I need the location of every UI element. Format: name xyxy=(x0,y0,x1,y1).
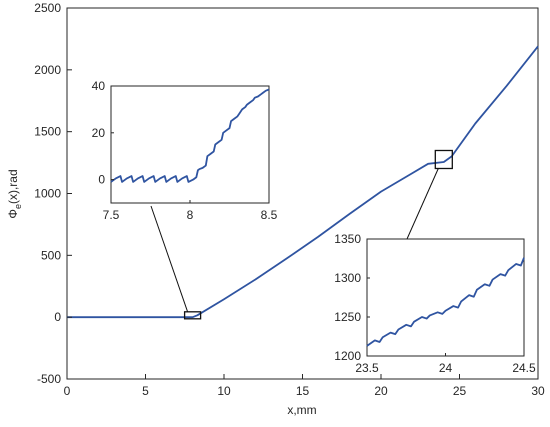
inset-2-y-ticks: 1200 1250 1300 1350 xyxy=(334,232,370,363)
inset-1-x-ticks: 7.5 8 8.5 xyxy=(103,200,278,222)
zoom-box-group xyxy=(183,149,453,320)
inset2-y-tick-label: 1250 xyxy=(334,310,361,324)
inset-plot-2: 23.5 24 24.5 1200 1250 1300 1350 xyxy=(334,232,536,375)
connector-lines xyxy=(150,168,439,312)
zoom-box-2 xyxy=(434,149,453,170)
main-x-tick-label: 5 xyxy=(142,384,149,398)
main-x-tick-label: 15 xyxy=(296,384,310,398)
main-x-tick-label: 10 xyxy=(217,384,231,398)
main-y-tick-label: 0 xyxy=(54,310,61,324)
main-y-tick-label: 1500 xyxy=(34,125,61,139)
inset-2-series-group xyxy=(366,257,525,347)
inset1-series-line-0 xyxy=(110,88,270,183)
inset1-y-tick-label: 40 xyxy=(92,79,106,93)
main-x-tick-label: 0 xyxy=(64,384,71,398)
main-series-group xyxy=(67,45,539,319)
main-x-ticks: 0 5 10 15 20 25 30 xyxy=(64,374,545,398)
main-y-tick-label: 1000 xyxy=(34,187,61,201)
inset2-y-tick-label: 1350 xyxy=(334,232,361,246)
inset2-series-line-0 xyxy=(366,257,525,347)
inset1-y-tick-label: 0 xyxy=(98,173,105,187)
main-x-tick-label: 20 xyxy=(374,384,388,398)
inset2-x-tick-label: 24 xyxy=(439,361,453,375)
inset2-y-tick-label: 1200 xyxy=(334,349,361,363)
inset-1-area xyxy=(110,85,270,204)
inset-2-x-ticks: 23.5 24 24.5 xyxy=(355,353,536,375)
main-x-tick-label: 25 xyxy=(453,384,467,398)
inset1-x-tick-label: 8 xyxy=(187,208,194,222)
main-y-tick-label: 500 xyxy=(41,248,61,262)
main-y-tick-label: 2500 xyxy=(34,1,61,15)
y-axis-label-sub: e xyxy=(13,204,23,209)
inset-2-area xyxy=(366,238,525,357)
main-y-tick-label: -500 xyxy=(37,372,61,386)
inset1-x-tick-label: 8.5 xyxy=(261,208,278,222)
inset2-x-tick-label: 24.5 xyxy=(512,361,536,375)
main-series-line-0 xyxy=(67,45,539,319)
main-y-ticks: -500 0 500 1000 1500 2000 2500 xyxy=(34,1,72,386)
y-axis-label-tail: (x),rad xyxy=(6,169,20,204)
x-axis-label: x,mm xyxy=(287,403,316,417)
connector-line-2 xyxy=(406,168,439,240)
inset1-y-tick-label: 20 xyxy=(92,126,106,140)
main-y-tick-label: 2000 xyxy=(34,63,61,77)
main-x-tick-label: 30 xyxy=(531,384,545,398)
connector-line-1 xyxy=(150,205,189,312)
inset2-x-tick-label: 23.5 xyxy=(355,361,379,375)
zoom-box-1 xyxy=(183,311,202,320)
inset-1-series-group xyxy=(110,88,270,183)
inset-1-y-ticks: 0 20 40 xyxy=(92,79,114,187)
y-axis-label-main: Φ xyxy=(6,209,20,219)
inset1-x-tick-label: 7.5 xyxy=(103,208,120,222)
inset2-y-tick-label: 1300 xyxy=(334,271,361,285)
y-axis-label: Φe(x),rad xyxy=(6,169,23,218)
inset-plot-1: 7.5 8 8.5 0 20 40 xyxy=(92,79,278,222)
